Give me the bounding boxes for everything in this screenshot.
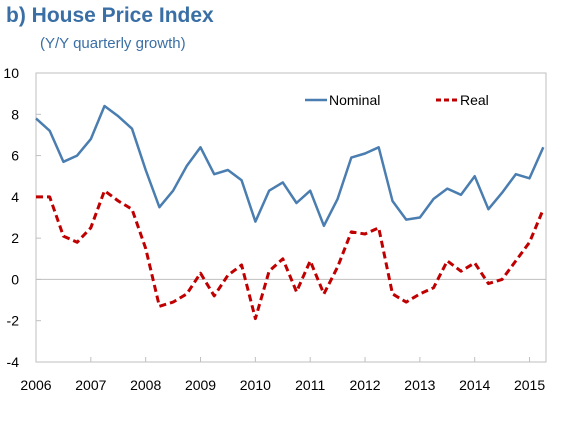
y-tick-label: 2 (11, 230, 19, 246)
y-tick-label: 10 (3, 65, 19, 81)
x-tick-label: 2009 (185, 377, 216, 393)
plot-frame (35, 72, 547, 363)
x-tick-label: 2008 (130, 377, 161, 393)
y-tick-label: 6 (11, 148, 19, 164)
y-tick-label: 8 (11, 106, 19, 122)
y-tick-label: 0 (11, 271, 19, 287)
x-tick-label: 2012 (349, 377, 380, 393)
series-line-real (36, 189, 545, 321)
y-axis: 10 8 6 4 2 0 -2 -4 (3, 65, 41, 370)
y-tick-label: 4 (11, 189, 19, 205)
x-tick-label: 2014 (459, 377, 490, 393)
x-tick-label: 2010 (240, 377, 271, 393)
x-axis: 2006 2007 2008 2009 2010 2011 2012 2013 2014 2015 (20, 357, 545, 393)
x-tick-label: 2015 (514, 377, 545, 393)
legend: Nominal Real (305, 92, 489, 108)
series-group (35, 104, 545, 321)
y-tick-label: -4 (7, 354, 20, 370)
legend-label-real: Real (460, 92, 489, 108)
x-tick-label: 2007 (75, 377, 106, 393)
x-tick-label: 2011 (295, 377, 325, 393)
chart-subtitle: (Y/Y quarterly growth) (40, 35, 186, 52)
chart-title: b) House Price Index (6, 4, 214, 27)
x-tick-label: 2013 (404, 377, 435, 393)
series-line-nominal (35, 104, 545, 228)
x-tick-label: 2006 (20, 377, 51, 393)
y-tick-label: -2 (7, 313, 20, 329)
legend-label-nominal: Nominal (329, 92, 380, 108)
